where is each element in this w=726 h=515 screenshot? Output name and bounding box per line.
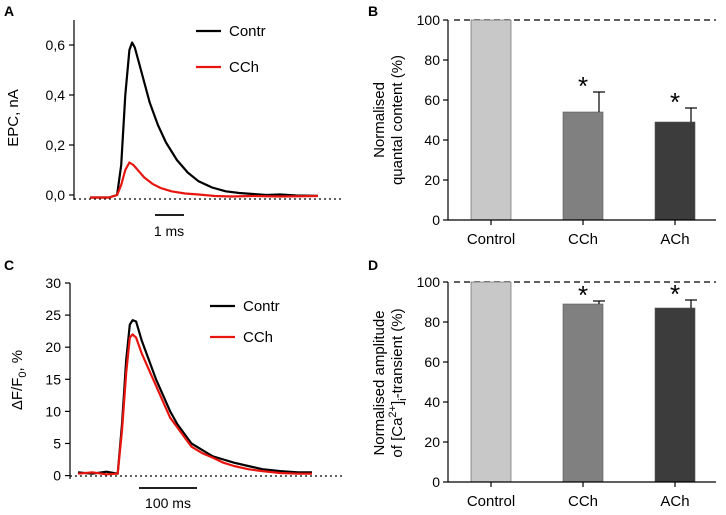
panel-d-significance-mark: * <box>670 279 680 309</box>
panel-a-ytick-label: 0,6 <box>46 37 66 53</box>
panel-b-category-label: Control <box>467 231 515 248</box>
panel-b-letter: B <box>368 3 378 19</box>
panel-d-ylabel-line1: Normalised amplitude <box>371 310 388 455</box>
panel-d-category-label: Control <box>467 493 515 510</box>
panel-c-ytick-label: 5 <box>53 435 61 451</box>
panel-d-ytick-label: 40 <box>424 394 440 410</box>
panel-d-ytick-label: 80 <box>424 314 440 330</box>
panel-d-category-label: ACh <box>660 493 689 510</box>
panel-c-ytick-label: 30 <box>45 275 61 291</box>
panel-b: B Normalised quantal content (%) 0 20 40 60… <box>368 3 716 248</box>
panel-d-ytick-label: 0 <box>432 474 440 490</box>
panel-d-ytick-label: 100 <box>417 274 441 290</box>
panel-d-bar-ach <box>654 307 696 483</box>
panel-b-ytick-label: 0 <box>432 212 440 228</box>
panel-a: A EPC, nA 0,0 0,2 0,4 0,6 1 ms Contr CCh <box>4 3 343 239</box>
panel-a-ytick-label: 0,0 <box>46 187 66 203</box>
panel-b-ytick-label: 60 <box>424 92 440 108</box>
panel-b-ylabel-line1: Normalised <box>371 82 388 158</box>
legend-cch-label: CCh <box>229 59 259 76</box>
panel-a-ytick-label: 0,2 <box>46 137 66 153</box>
panel-c-series-cch <box>77 333 312 476</box>
legend-contr-label: Contr <box>243 298 280 315</box>
panel-a-letter: A <box>4 3 14 19</box>
panel-c-ytick-label: 15 <box>45 371 61 387</box>
panel-d: D Normalised amplitude of [Ca2+]i-transi… <box>368 257 716 510</box>
panel-d-letter: D <box>368 257 378 273</box>
panel-b-ytick-label: 40 <box>424 132 440 148</box>
panel-c-scale-label: 100 ms <box>145 495 191 511</box>
panel-c-series-contr <box>77 319 312 475</box>
panel-a-ylabel: EPC, nA <box>5 89 22 147</box>
panel-d-ytick-label: 60 <box>424 354 440 370</box>
panel-a-ytick-label: 0,4 <box>46 87 66 103</box>
panel-b-ytick-label: 100 <box>417 12 441 28</box>
panel-c-letter: C <box>4 257 14 273</box>
panel-d-ylabel-line2: of [Ca2+]i-transient (%) <box>387 308 409 457</box>
panel-c-ytick-label: 25 <box>45 307 61 323</box>
panel-d-category-label: CCh <box>568 493 598 510</box>
panel-b-ytick-label: 20 <box>424 172 440 188</box>
panel-c-ytick-label: 0 <box>53 468 61 484</box>
panel-a-legend: Contr CCh <box>196 23 266 76</box>
panel-c: C ΔF/F0, % 0 5 10 15 20 25 30 100 ms Contr CCh <box>4 257 343 511</box>
panel-b-significance-mark: * <box>670 87 680 117</box>
legend-cch-label: CCh <box>243 329 273 346</box>
panel-b-bar-cch <box>562 111 604 221</box>
panel-d-significance-mark: * <box>578 280 588 310</box>
panel-a-series-cch <box>90 161 319 199</box>
panel-d-bar-cch <box>562 303 604 483</box>
legend-contr-label: Contr <box>229 23 266 40</box>
panel-c-ytick-label: 20 <box>45 339 61 355</box>
panel-d-ytick-label: 20 <box>424 434 440 450</box>
panel-d-bar-control <box>470 281 512 483</box>
panel-b-bar-control <box>470 19 512 221</box>
panel-b-category-label: ACh <box>660 231 689 248</box>
panel-a-series-contr <box>90 41 319 199</box>
panel-a-scale-label: 1 ms <box>154 223 184 239</box>
panel-b-ytick-label: 80 <box>424 52 440 68</box>
panel-b-ylabel-line2: quantal content (%) <box>389 55 406 185</box>
panel-c-ylabel: ΔF/F0, % <box>9 350 29 410</box>
panel-b-category-label: CCh <box>568 231 598 248</box>
panel-b-significance-mark: * <box>578 71 588 101</box>
panel-c-ytick-label: 10 <box>45 403 61 419</box>
panel-b-bar-ach <box>654 121 696 221</box>
panel-c-legend: Contr CCh <box>210 298 280 346</box>
